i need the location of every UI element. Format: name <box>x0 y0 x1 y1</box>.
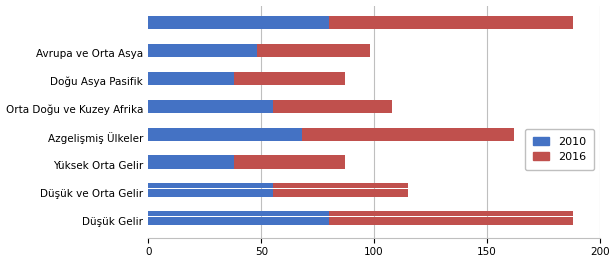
Bar <box>148 105 392 113</box>
Bar <box>148 44 256 49</box>
Bar <box>148 49 370 57</box>
Bar <box>148 155 345 160</box>
Bar <box>148 99 272 105</box>
Bar <box>148 77 345 85</box>
Legend: 2010, 2016: 2010, 2016 <box>525 129 594 170</box>
Bar <box>148 133 302 141</box>
Bar <box>148 99 392 105</box>
Bar <box>148 211 573 216</box>
Bar <box>148 49 256 57</box>
Bar <box>148 128 302 133</box>
Bar <box>148 44 370 49</box>
Bar <box>148 105 272 113</box>
Bar <box>148 155 234 160</box>
Bar <box>148 72 234 77</box>
Bar <box>148 133 514 141</box>
Bar <box>148 16 573 21</box>
Bar <box>148 184 408 189</box>
Bar <box>148 21 573 29</box>
Bar <box>148 211 329 216</box>
Bar <box>148 161 234 169</box>
Bar <box>148 72 345 77</box>
Bar <box>148 189 272 197</box>
Bar <box>148 21 329 29</box>
Bar <box>148 217 329 225</box>
Bar <box>148 128 514 133</box>
Bar <box>148 217 573 225</box>
Bar <box>148 189 408 197</box>
Bar <box>148 161 345 169</box>
Bar <box>148 184 272 189</box>
Bar <box>148 16 329 21</box>
Bar <box>148 77 234 85</box>
